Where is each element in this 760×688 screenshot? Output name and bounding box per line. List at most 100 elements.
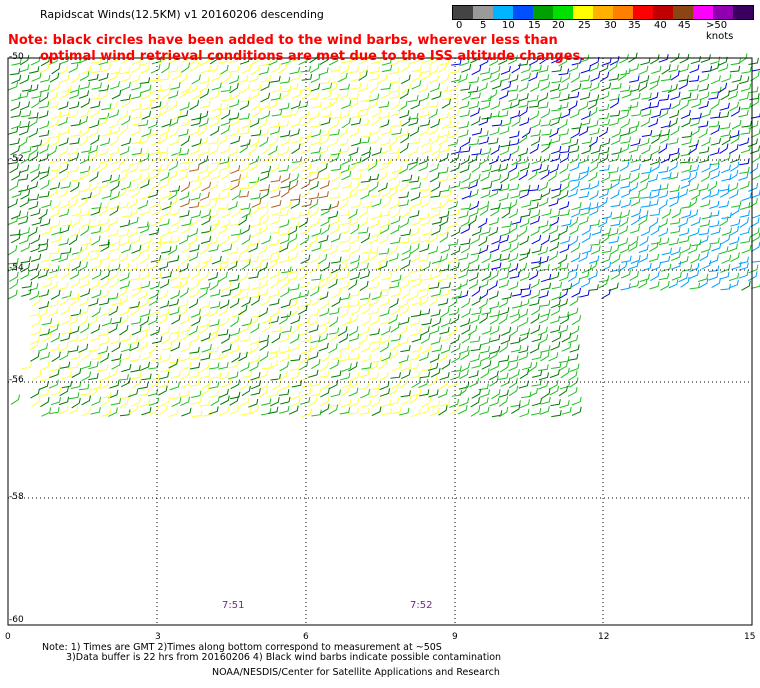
wind-barb	[611, 211, 622, 220]
wind-barb	[569, 295, 579, 307]
wind-barb	[221, 378, 232, 388]
wind-barb	[220, 219, 231, 229]
wind-barb	[221, 282, 232, 292]
wind-barb	[358, 119, 370, 127]
wind-barb	[617, 70, 628, 81]
wind-barb	[379, 224, 390, 235]
wind-barb	[20, 269, 30, 280]
wind-barb	[730, 252, 740, 263]
wind-barb	[81, 192, 92, 200]
wind-barb	[531, 64, 542, 72]
wind-barb	[321, 110, 332, 118]
wind-barb	[561, 406, 572, 415]
wind-barb	[228, 274, 240, 282]
wind-barb	[39, 129, 50, 137]
wind-barb	[440, 190, 452, 198]
wind-barb	[80, 183, 91, 193]
wind-barb	[169, 327, 181, 335]
wind-barb	[377, 260, 388, 270]
wind-barb	[78, 136, 88, 147]
wind-barb	[198, 288, 208, 299]
wind-barb	[480, 171, 491, 182]
wind-barb	[301, 199, 313, 207]
wind-barb	[201, 378, 211, 390]
wind-barb	[598, 189, 609, 199]
wind-barb	[58, 396, 70, 406]
wind-barb	[498, 396, 509, 407]
wind-barb	[691, 190, 701, 201]
wind-barb	[670, 70, 680, 81]
wind-barb	[480, 227, 491, 235]
wind-barb	[411, 334, 422, 343]
wind-barb	[149, 94, 160, 102]
wind-barb	[78, 297, 89, 307]
wind-barb	[471, 148, 482, 156]
wind-barb	[260, 155, 271, 163]
wind-barb	[709, 200, 720, 209]
wind-barb	[539, 314, 550, 324]
wind-barb	[738, 93, 749, 101]
wind-barb	[490, 145, 500, 156]
wind-barb	[489, 314, 500, 325]
wind-barb	[428, 233, 439, 244]
wind-barb	[718, 111, 730, 119]
wind-barb	[339, 293, 351, 301]
wind-barb	[489, 376, 499, 387]
wind-barb	[540, 351, 550, 362]
wind-barb	[268, 389, 279, 398]
wind-barb	[688, 139, 699, 148]
wind-barb	[291, 143, 301, 155]
wind-barb	[748, 57, 759, 65]
wind-barb	[178, 235, 189, 245]
wind-barb	[429, 353, 440, 363]
wind-barb	[71, 174, 83, 182]
wind-barb	[268, 259, 278, 270]
wind-barb	[251, 227, 262, 238]
wind-barb	[508, 362, 519, 372]
wind-barb	[331, 171, 342, 182]
wind-barb	[168, 90, 179, 99]
wind-barb	[120, 352, 131, 361]
wind-barb	[450, 343, 461, 353]
wind-barb	[137, 119, 149, 127]
wind-barb	[131, 326, 142, 336]
wind-barb	[198, 155, 209, 166]
wind-barb	[670, 226, 681, 234]
wind-barb	[430, 119, 441, 129]
wind-barb	[421, 228, 433, 236]
wind-barb	[459, 397, 470, 407]
wind-barb	[728, 170, 739, 181]
wind-barb	[139, 297, 150, 308]
wind-barb	[100, 262, 111, 273]
wind-barb	[658, 183, 669, 191]
wind-barb	[60, 333, 71, 342]
wind-barb	[238, 271, 249, 283]
wind-barb	[569, 344, 580, 353]
wind-barb	[239, 182, 250, 190]
wind-barb	[460, 224, 471, 234]
wind-barb	[239, 95, 251, 103]
wind-barb	[419, 184, 431, 192]
wind-barb	[149, 147, 160, 156]
wind-barb	[371, 56, 382, 65]
wind-barb	[187, 235, 198, 246]
wind-barb	[69, 90, 80, 99]
wind-barb	[180, 343, 191, 353]
wind-barb	[159, 308, 170, 317]
wind-barb	[571, 315, 582, 326]
wind-barb	[121, 98, 131, 108]
wind-barb	[97, 364, 109, 372]
colorbar-label: 45	[678, 20, 691, 31]
wind-barb	[500, 140, 511, 148]
wind-barb	[159, 126, 170, 137]
wind-barb	[61, 85, 72, 93]
wind-barb	[368, 372, 379, 381]
wind-barb	[250, 192, 261, 200]
wind-barb	[319, 135, 329, 145]
wind-barb	[21, 362, 32, 370]
wind-barb	[169, 381, 180, 391]
wind-barb	[61, 316, 72, 325]
wind-barb	[681, 210, 692, 219]
wind-barb	[240, 139, 251, 147]
wind-barb	[628, 101, 639, 109]
